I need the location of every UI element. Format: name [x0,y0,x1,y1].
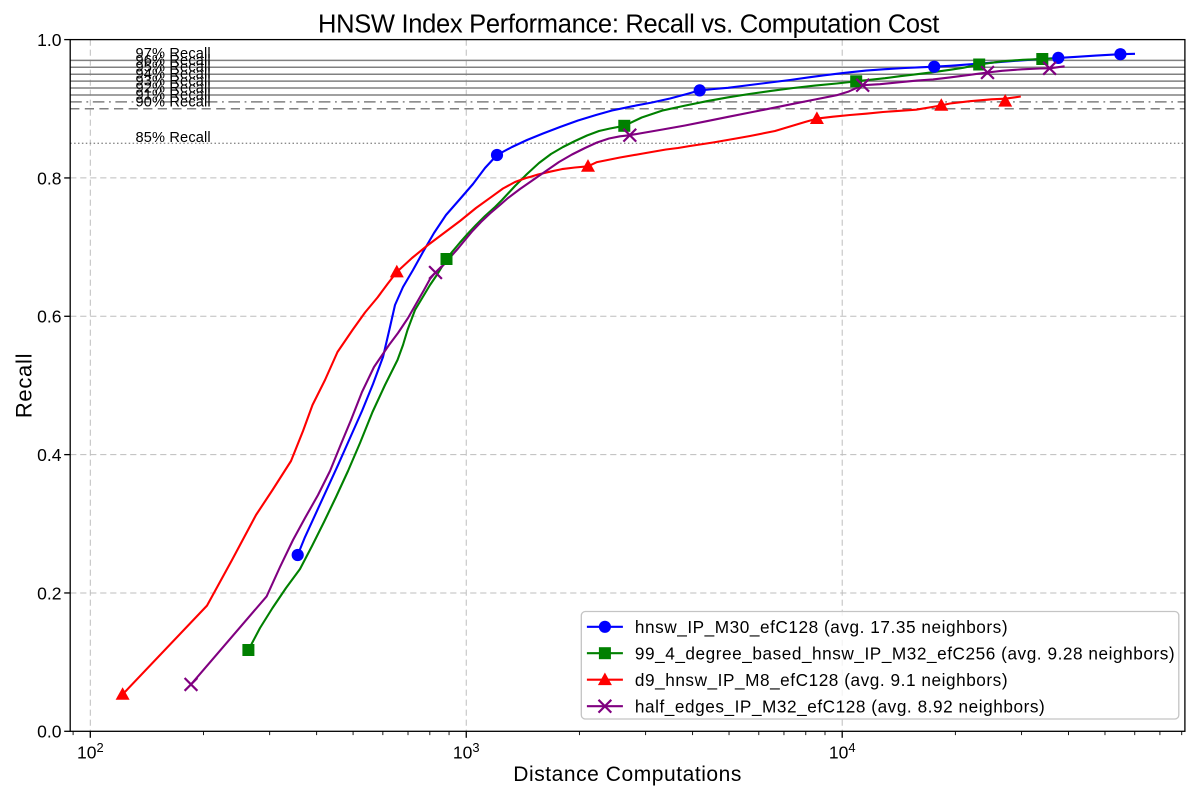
svg-text:90% Recall: 90% Recall [136,94,211,110]
svg-text:1.0: 1.0 [37,30,62,50]
svg-text:91% Recall: 91% Recall [136,87,211,103]
svg-text:85% Recall: 85% Recall [136,130,211,146]
svg-text:95% Recall: 95% Recall [136,60,211,76]
svg-text:HNSW Index Performance: Recall: HNSW Index Performance: Recall vs. Compu… [318,10,939,38]
svg-text:d9_hnsw_IP_M8_efC128 (avg. 9.1: d9_hnsw_IP_M8_efC128 (avg. 9.1 neighbors… [635,670,1008,690]
svg-text:0.4: 0.4 [37,445,62,465]
svg-text:Distance Computations: Distance Computations [513,763,742,786]
svg-text:Recall: Recall [12,353,37,418]
svg-text:hnsw_IP_M30_efC128 (avg. 17.35: hnsw_IP_M30_efC128 (avg. 17.35 neighbors… [635,617,1008,637]
svg-text:0.0: 0.0 [37,722,62,742]
svg-text:93% Recall: 93% Recall [136,74,211,90]
svg-text:97% Recall: 97% Recall [136,46,211,62]
svg-text:92% Recall: 92% Recall [136,81,211,97]
svg-text:99_4_degree_based_hnsw_IP_M32_: 99_4_degree_based_hnsw_IP_M32_efC256 (av… [635,643,1175,663]
svg-text:0.6: 0.6 [37,307,61,327]
svg-text:0.2: 0.2 [37,583,61,603]
svg-text:94% Recall: 94% Recall [136,67,211,83]
svg-text:0.8: 0.8 [37,168,61,188]
svg-text:half_edges_IP_M32_efC128 (avg.: half_edges_IP_M32_efC128 (avg. 8.92 neig… [635,696,1045,716]
svg-text:96% Recall: 96% Recall [136,53,211,69]
